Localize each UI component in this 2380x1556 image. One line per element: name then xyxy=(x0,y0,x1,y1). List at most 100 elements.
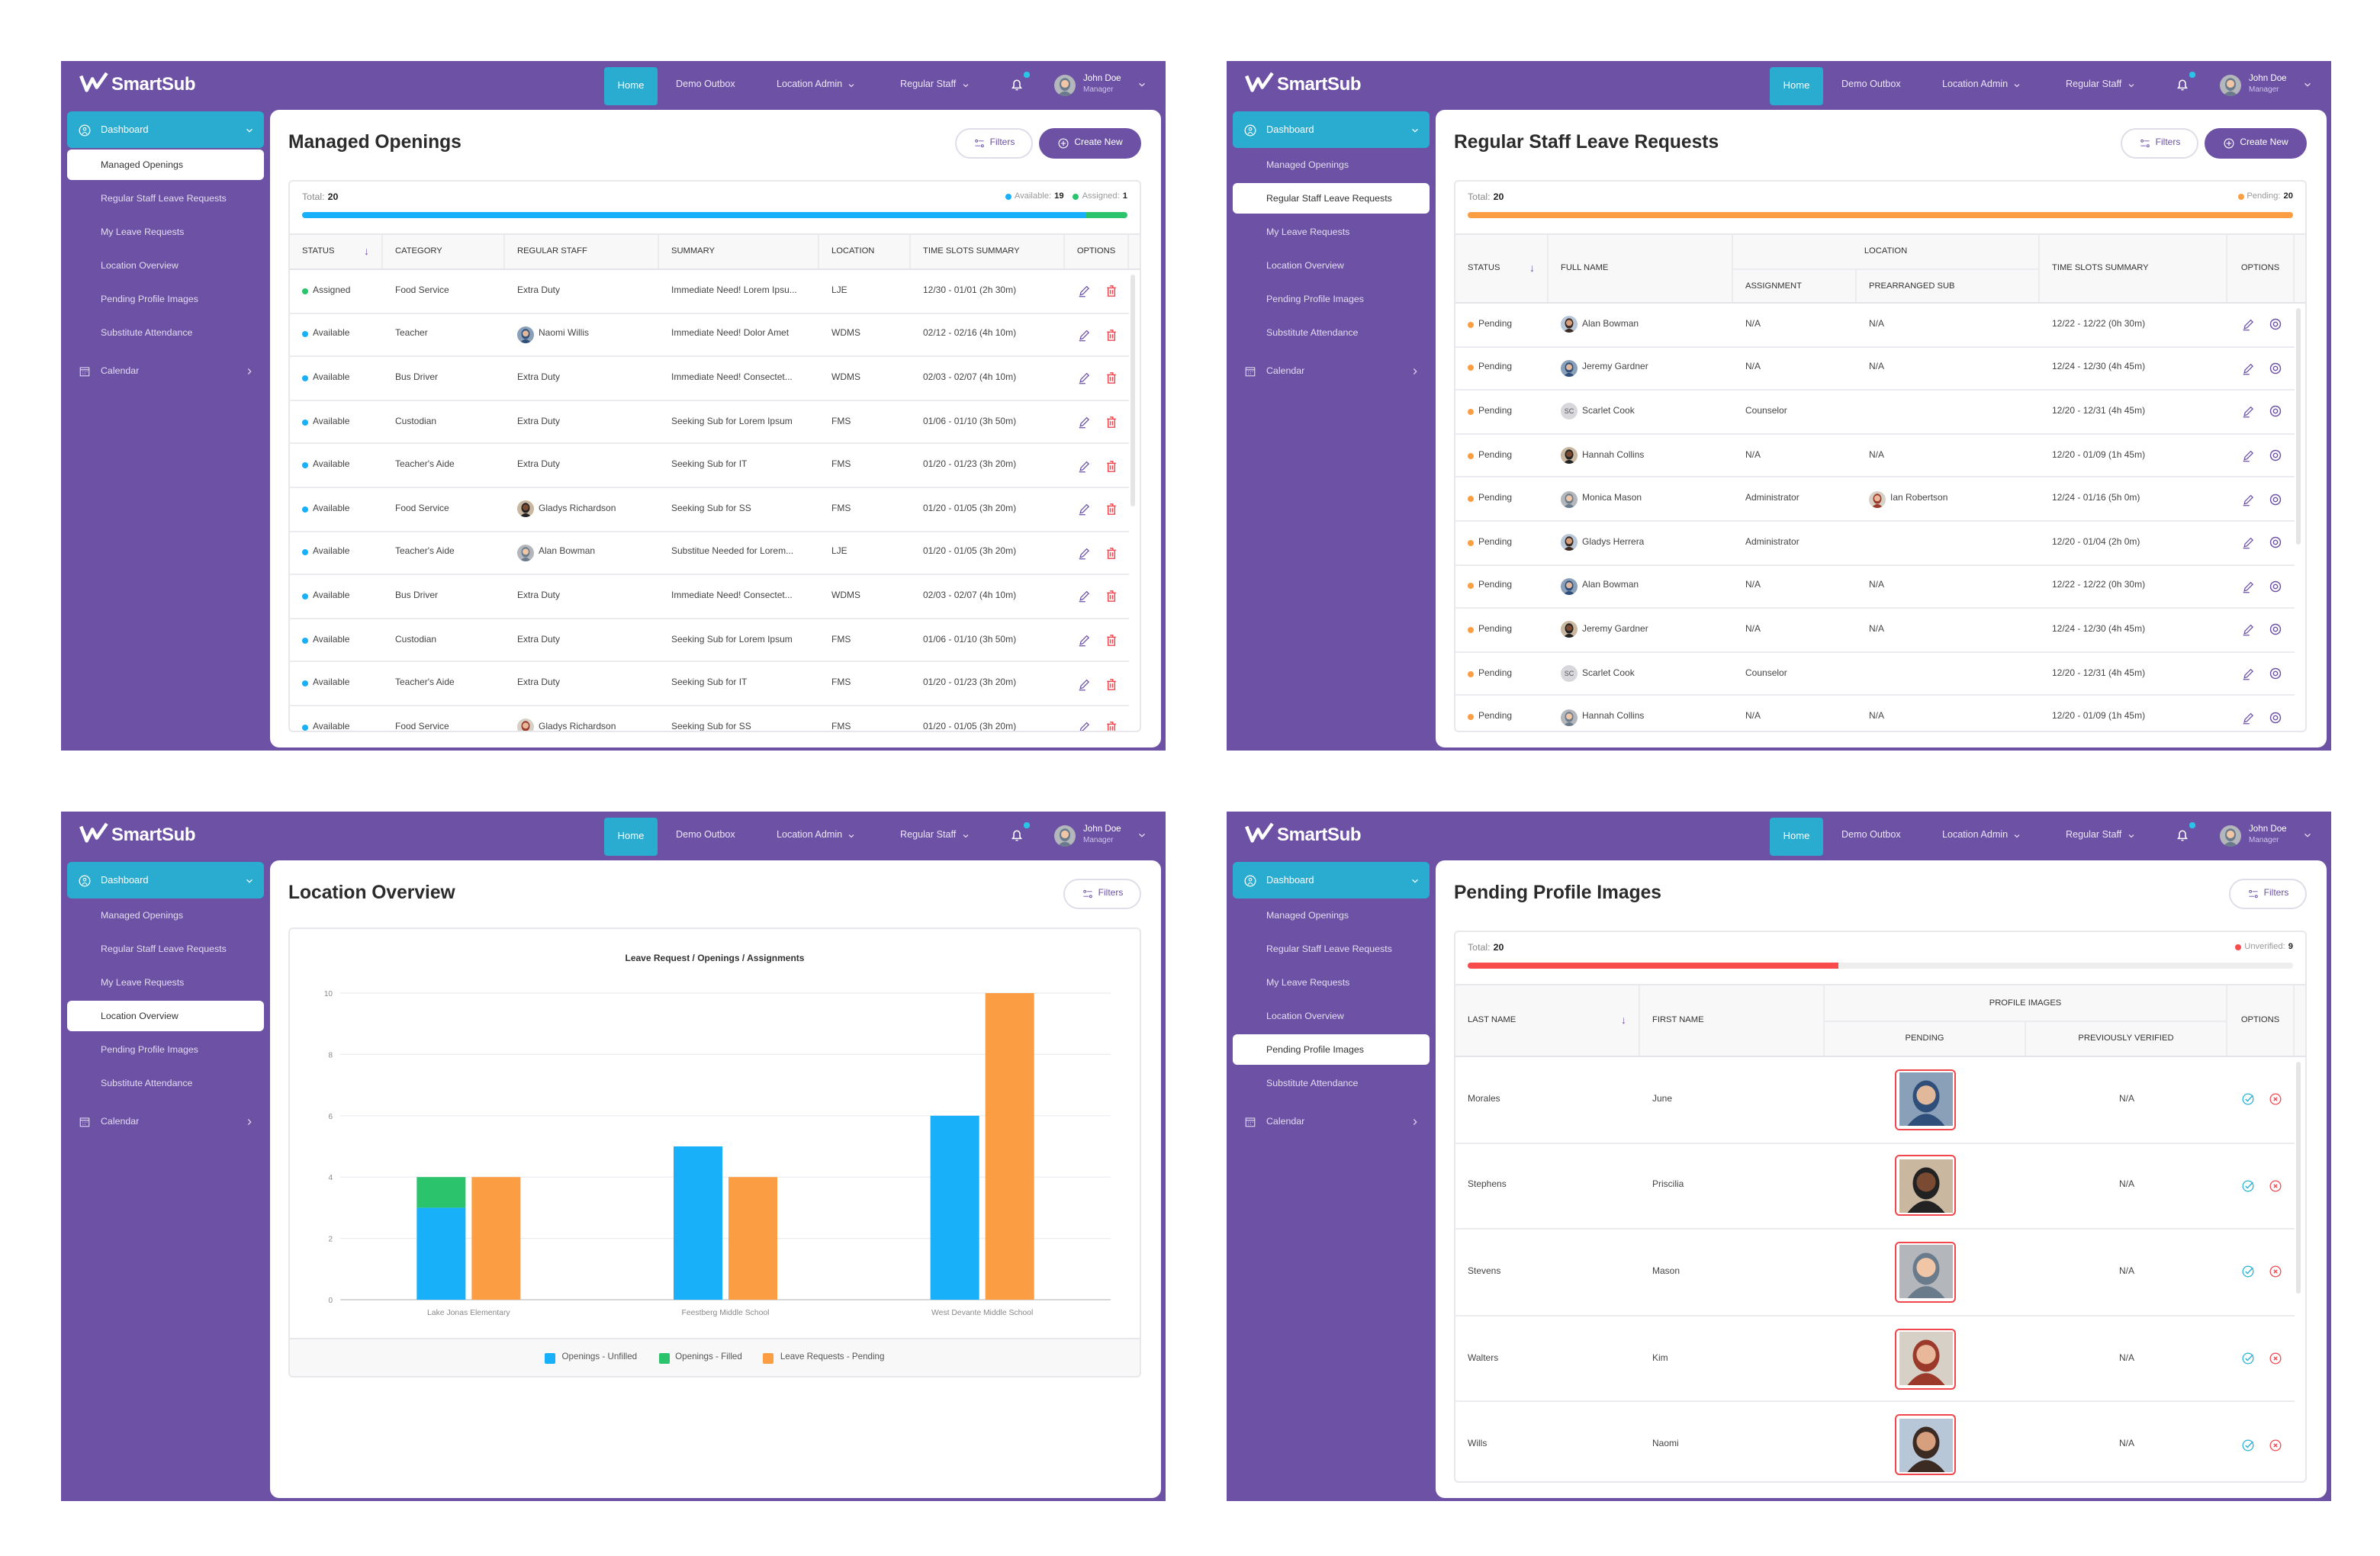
view-icon[interactable] xyxy=(2268,623,2282,637)
smartsub-logo[interactable]: SmartSub xyxy=(79,72,196,95)
cell-options[interactable] xyxy=(2227,391,2295,432)
table-row[interactable]: Morales June N/A xyxy=(1455,1057,2295,1144)
sidebar-dashboard[interactable]: Dashboard xyxy=(1233,862,1430,899)
sidebar-item-managed-openings[interactable]: Managed Openings xyxy=(1233,149,1430,180)
table-row[interactable]: Pending Hannah Collins N/A N/A 12/20 - 01/09… xyxy=(1455,696,2295,731)
table-row[interactable]: Available Custodian Extra Duty Seeking Sub … xyxy=(290,401,1129,445)
column-header-pending[interactable]: Pending xyxy=(1825,1021,2026,1056)
pending-profile-photo[interactable] xyxy=(1895,1241,1956,1303)
cell-options[interactable] xyxy=(1065,706,1129,731)
edit-icon[interactable] xyxy=(2240,580,2254,593)
smartsub-logo[interactable]: SmartSub xyxy=(1245,72,1362,95)
nav-home[interactable]: Home xyxy=(1770,818,1823,856)
view-icon[interactable] xyxy=(2268,448,2282,462)
edit-icon[interactable] xyxy=(2240,623,2254,637)
pending-profile-photo[interactable] xyxy=(1895,1328,1956,1390)
sidebar-item-pending-profile-images[interactable]: Pending Profile Images xyxy=(67,284,264,314)
bell-icon[interactable] xyxy=(1008,76,1025,93)
sidebar-item-pending-profile-images[interactable]: Pending Profile Images xyxy=(1233,284,1430,314)
delete-icon[interactable] xyxy=(1104,458,1118,472)
column-header-options[interactable]: Options xyxy=(2227,985,2295,1056)
table-row[interactable]: Pending Hannah Collins N/A N/A 12/20 - 01/09… xyxy=(1455,435,2295,478)
vertical-scrollbar[interactable] xyxy=(2296,308,2301,731)
edit-icon[interactable] xyxy=(1076,285,1090,298)
filters-button[interactable]: Filters xyxy=(1063,879,1141,909)
table-row[interactable]: Available Bus Driver Extra Duty Immediate N… xyxy=(290,357,1129,401)
edit-icon[interactable] xyxy=(2240,667,2254,680)
nav-location-admin[interactable]: Location Admin xyxy=(777,830,856,841)
reject-x-icon[interactable] xyxy=(2268,1438,2282,1452)
view-icon[interactable] xyxy=(2268,492,2282,506)
approve-check-icon[interactable] xyxy=(2240,1179,2254,1193)
vertical-scrollbar[interactable] xyxy=(2296,1062,2301,1481)
cell-options[interactable] xyxy=(2227,1230,2295,1314)
approve-check-icon[interactable] xyxy=(2240,1438,2254,1452)
column-header-time-slots-summary[interactable]: Time Slots Summary xyxy=(2040,235,2227,302)
edit-icon[interactable] xyxy=(1076,633,1090,647)
column-header-options[interactable]: Options xyxy=(2227,235,2295,302)
sidebar-calendar[interactable]: Calendar xyxy=(1233,1106,1430,1136)
sidebar-item-location-overview[interactable]: Location Overview xyxy=(67,250,264,281)
table-row[interactable]: Available Teacher's Aide Alan Bowman Substi… xyxy=(290,532,1129,576)
sidebar-item-pending-profile-images[interactable]: Pending Profile Images xyxy=(67,1034,264,1065)
sidebar-item-managed-openings[interactable]: Managed Openings xyxy=(1233,900,1430,931)
sidebar-item-location-overview[interactable]: Location Overview xyxy=(1233,1001,1430,1031)
edit-icon[interactable] xyxy=(1076,590,1090,603)
cell-options[interactable] xyxy=(1065,445,1129,487)
view-icon[interactable] xyxy=(2268,710,2282,724)
cell-options[interactable] xyxy=(2227,347,2295,389)
table-row[interactable]: Available Bus Driver Extra Duty Immediate N… xyxy=(290,575,1129,619)
legend-item[interactable]: Openings - Filled xyxy=(658,1352,742,1363)
edit-icon[interactable] xyxy=(1076,328,1090,342)
nav-regular-staff[interactable]: Regular Staff xyxy=(2066,830,2135,841)
edit-icon[interactable] xyxy=(2240,448,2254,462)
filters-button[interactable]: Filters xyxy=(2229,879,2307,909)
user-avatar[interactable] xyxy=(1054,825,1076,847)
bell-icon[interactable] xyxy=(2174,76,2191,93)
delete-icon[interactable] xyxy=(1104,720,1118,731)
view-icon[interactable] xyxy=(2268,580,2282,593)
cell-options[interactable] xyxy=(1065,357,1129,399)
scrollbar-thumb[interactable] xyxy=(2296,308,2301,545)
edit-icon[interactable] xyxy=(2240,492,2254,506)
sidebar-item-managed-openings[interactable]: Managed Openings xyxy=(67,900,264,931)
sidebar-item-pending-profile-images[interactable]: Pending Profile Images xyxy=(1233,1034,1430,1065)
table-row[interactable]: Pending Monica Mason Administrator Ian Robe… xyxy=(1455,478,2295,522)
table-row[interactable]: Stevens Mason N/A xyxy=(1455,1230,2295,1316)
delete-icon[interactable] xyxy=(1104,285,1118,298)
table-row[interactable]: Available Custodian Extra Duty Seeking Sub … xyxy=(290,619,1129,663)
table-row[interactable]: Pending Jeremy Gardner N/A N/A 12/24 - 12/30… xyxy=(1455,609,2295,653)
pending-profile-photo[interactable] xyxy=(1895,1069,1956,1130)
column-header-time-slots-summary[interactable]: Time Slots Summary xyxy=(911,235,1065,268)
table-row[interactable]: Wills Naomi N/A xyxy=(1455,1403,2295,1481)
cell-options[interactable] xyxy=(1065,488,1129,530)
edit-icon[interactable] xyxy=(2240,318,2254,332)
scrollbar-thumb[interactable] xyxy=(1130,275,1135,506)
pending-profile-photo[interactable] xyxy=(1895,1414,1956,1476)
user-name[interactable]: John Doe xyxy=(1083,75,1121,84)
user-avatar[interactable] xyxy=(2220,825,2241,847)
user-name[interactable]: John Doe xyxy=(2249,75,2287,84)
vertical-scrollbar[interactable] xyxy=(1130,275,1135,731)
cell-options[interactable] xyxy=(2227,304,2295,346)
sidebar-dashboard[interactable]: Dashboard xyxy=(67,862,264,899)
column-header-prearranged-sub[interactable]: Prearranged Sub xyxy=(1857,268,2040,302)
column-header-location[interactable]: Location xyxy=(819,235,911,268)
legend-item[interactable]: Leave Requests - Pending xyxy=(763,1352,884,1363)
chevron-down-icon[interactable] xyxy=(2302,79,2313,90)
table-row[interactable]: Pending Alan Bowman N/A N/A 12/22 - 12/22 (0… xyxy=(1455,304,2295,348)
table-row[interactable]: Pending Alan Bowman N/A N/A 12/22 - 12/22 (0… xyxy=(1455,565,2295,609)
table-row[interactable]: Pending SC Scarlet Cook Counselor 12/20 - 12… xyxy=(1455,391,2295,435)
cell-options[interactable] xyxy=(2227,522,2295,564)
sidebar-calendar[interactable]: Calendar xyxy=(1233,355,1430,386)
delete-icon[interactable] xyxy=(1104,371,1118,385)
chevron-down-icon[interactable] xyxy=(1137,830,1147,841)
delete-icon[interactable] xyxy=(1104,328,1118,342)
edit-icon[interactable] xyxy=(1076,371,1090,385)
cell-options[interactable] xyxy=(2227,1143,2295,1228)
approve-check-icon[interactable] xyxy=(2240,1093,2254,1107)
table-row[interactable]: Pending SC Scarlet Cook Counselor 12/20 - 12… xyxy=(1455,653,2295,696)
cell-options[interactable] xyxy=(1065,532,1129,574)
sidebar-item-regular-staff-leave-requests[interactable]: Regular Staff Leave Requests xyxy=(1233,934,1430,964)
table-row[interactable]: Pending Gladys Herrera Administrator 12/20 … xyxy=(1455,522,2295,566)
